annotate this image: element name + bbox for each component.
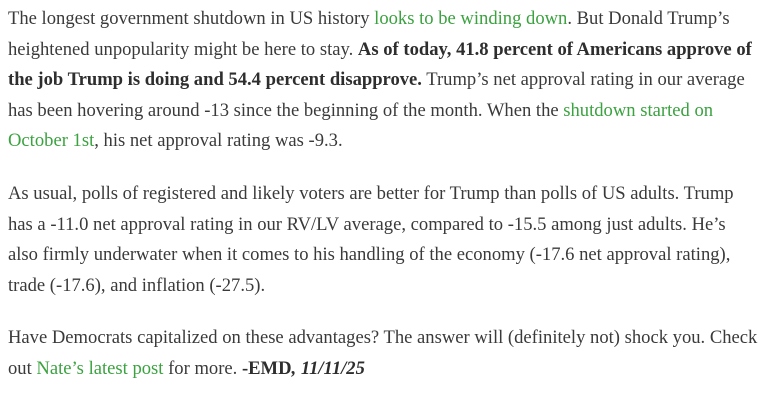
paragraph-democrats: Have Democrats capitalized on these adva… [8, 323, 760, 384]
post-date: , 11/11/25 [291, 357, 365, 379]
paragraph-text: The longest government shutdown in US hi… [8, 8, 375, 29]
link-winding-down[interactable]: looks to be winding down [374, 8, 568, 29]
author-signature: -EMD [241, 357, 292, 379]
paragraph-text: As usual, polls of registered and likely… [8, 182, 734, 296]
paragraph-voters: As usual, polls of registered and likely… [8, 179, 760, 301]
paragraph-text: , his net approval rating was -9.3. [94, 130, 343, 152]
paragraph-text: for more. [163, 357, 242, 379]
approval-highlight: As of today, 41.8 percent of Americans a… [8, 38, 752, 91]
link-nates-latest-post[interactable]: Nate’s latest post [36, 357, 164, 379]
link-shutdown-started[interactable]: shutdown started on October 1st [8, 99, 714, 152]
paragraph-text: . But Donald Trump’s heightened unpopula… [8, 8, 730, 60]
article-body: The longest government shutdown in US hi… [8, 4, 760, 385]
paragraph-text: Have Democrats capitalized on these adva… [8, 327, 758, 379]
paragraph-text: Trump’s net approval rating in our avera… [8, 69, 745, 121]
paragraph-shutdown: The longest government shutdown in US hi… [8, 4, 760, 157]
